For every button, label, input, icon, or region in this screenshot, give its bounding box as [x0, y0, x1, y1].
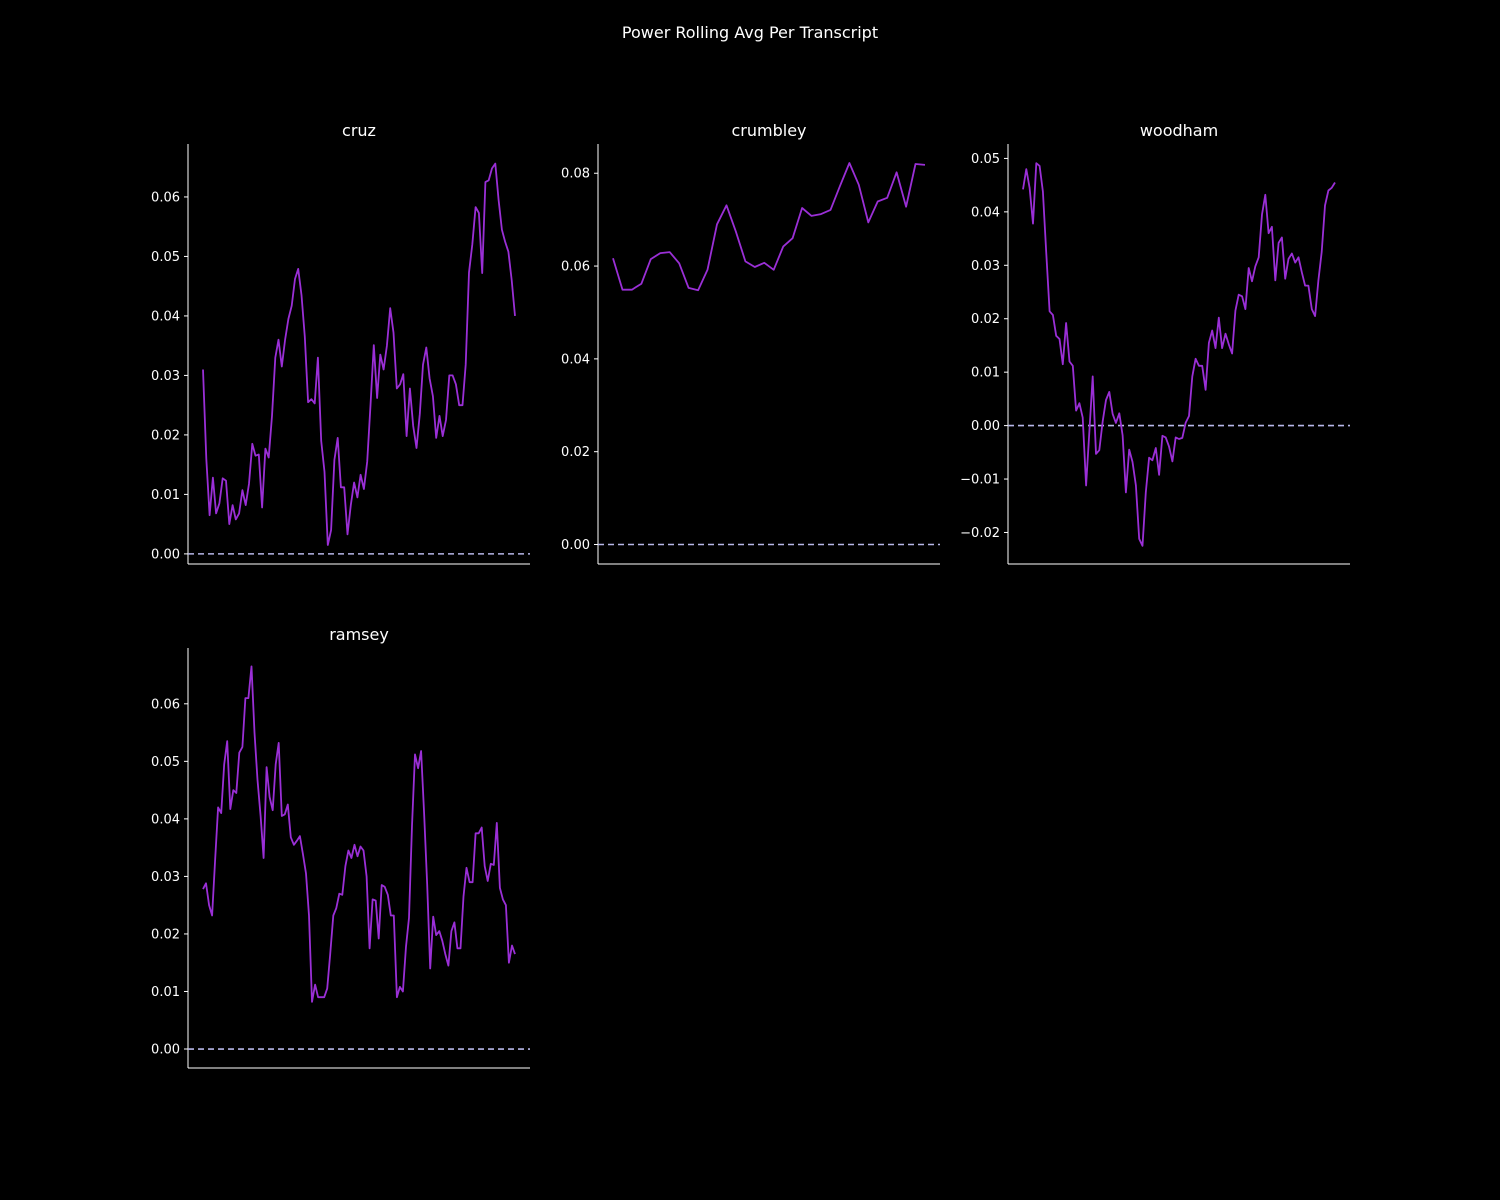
series-line-woodham	[1022, 162, 1336, 547]
y-tick-label: −0.02	[960, 526, 1000, 541]
y-tick-label: 0.00	[151, 1043, 180, 1058]
y-tick-label: 0.03	[971, 259, 1000, 274]
y-tick-label: 0.01	[971, 366, 1000, 381]
y-tick-label: 0.05	[971, 152, 1000, 167]
y-tick-label: 0.05	[151, 755, 180, 770]
subplot-title: crumbley	[731, 121, 806, 140]
y-tick-label: −0.01	[960, 473, 1000, 488]
y-tick-label: 0.08	[561, 167, 590, 182]
y-tick-label: 0.02	[151, 927, 180, 942]
y-tick-label: 0.00	[561, 538, 590, 553]
subplot-title: woodham	[1140, 121, 1218, 140]
y-tick-label: 0.00	[151, 547, 180, 562]
y-tick-label: 0.03	[151, 870, 180, 885]
subplot-crumbley: crumbley 0.00 0.02 0.04 0.06 0.08	[561, 121, 940, 565]
y-tick-label: 0.02	[971, 312, 1000, 327]
y-tick-label: 0.02	[151, 428, 180, 443]
y-tick-label: 0.04	[151, 812, 180, 827]
y-tick-label: 0.06	[151, 190, 180, 205]
subplot-grid: cruz0.000.010.020.030.040.050.06crumbley…	[151, 121, 1350, 1069]
y-tick-label: 0.01	[151, 985, 180, 1000]
subplot-title: ramsey	[329, 625, 389, 644]
y-tick-label: 0.06	[151, 697, 180, 712]
y-tick-label: 0.03	[151, 369, 180, 384]
series-line-crumbley	[612, 162, 926, 292]
subplot-woodham: woodham −0.02 −0.01 0.00 0.01 0.02 0.03 0.04 0.0…	[960, 121, 1350, 565]
y-tick-label: 0.04	[151, 309, 180, 324]
y-tick-label: 0.05	[151, 250, 180, 265]
y-tick-label: 0.04	[561, 352, 590, 367]
y-tick-label: 0.00	[971, 419, 1000, 434]
series-line-cruz	[202, 162, 516, 546]
subplot-ramsey: ramsey 0.00 0.01 0.02 0.03 0.04 0.05 0.06	[151, 625, 530, 1069]
y-tick-label: 0.02	[561, 445, 590, 460]
y-tick-label: 0.04	[971, 205, 1000, 220]
figure-title: Power Rolling Avg Per Transcript	[622, 23, 878, 42]
subplot-cruz: cruz 0.00 0.01 0.02 0.03 0.04 0.05 0.06	[151, 121, 530, 565]
y-tick-label: 0.06	[561, 260, 590, 275]
series-line-ramsey	[202, 665, 516, 1003]
y-tick-label: 0.01	[151, 488, 180, 503]
subplot-title: cruz	[342, 121, 376, 140]
